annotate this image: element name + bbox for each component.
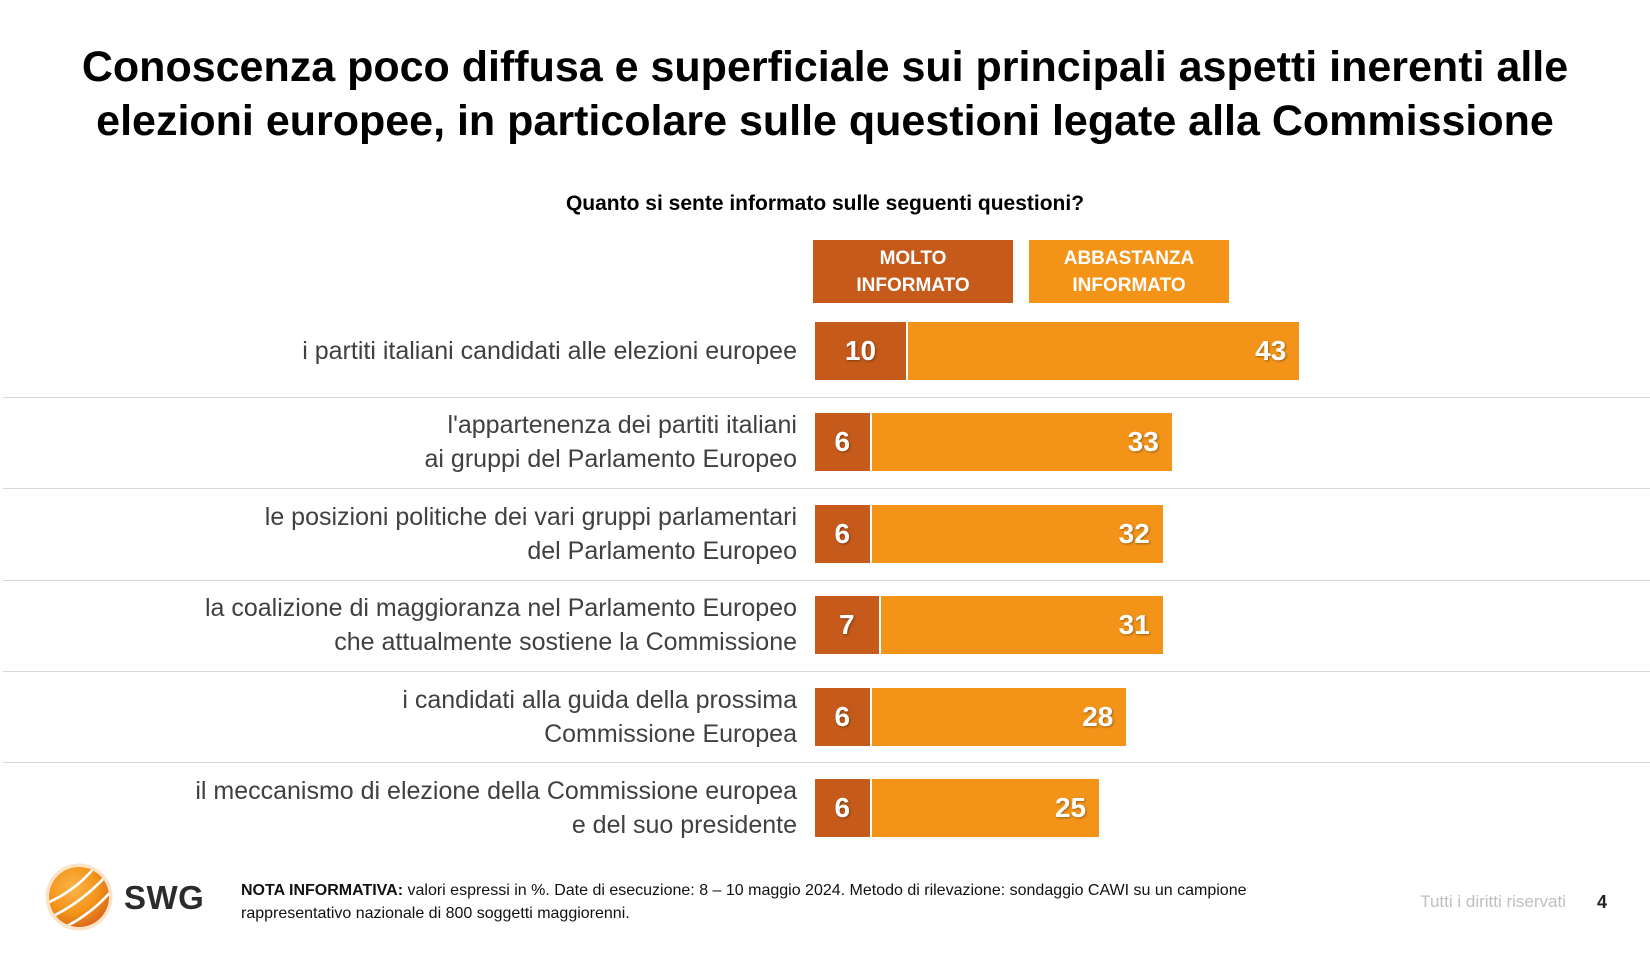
bar-molto-informato: 10	[815, 322, 906, 380]
legend-item-molto-informato: MOLTO INFORMATO	[813, 240, 1013, 303]
category-label: il meccanismo di elezione della Commissi…	[195, 777, 797, 839]
value-label-abbastanza-informato: 31	[1118, 609, 1150, 641]
logo-globe-stripe	[49, 873, 109, 919]
row-separator	[3, 762, 1650, 763]
logo-globe-sphere	[49, 867, 109, 927]
value-label-molto-informato: 6	[834, 426, 851, 458]
bar-molto-informato: 6	[815, 413, 870, 472]
swg-logo-globe	[45, 863, 113, 931]
category-label: i partiti italiani candidati alle elezio…	[302, 337, 797, 365]
value-label-abbastanza-informato: 33	[1127, 426, 1159, 458]
value-label-abbastanza-informato: 32	[1118, 517, 1150, 549]
bar-abbastanza-informato: 43	[908, 322, 1300, 380]
bar-molto-informato: 6	[815, 779, 870, 837]
bar-molto-informato: 6	[815, 504, 870, 563]
value-label-molto-informato: 6	[834, 517, 851, 549]
swg-logo-text: SWG	[124, 879, 205, 916]
legend-item-abbastanza-informato: ABBASTANZA INFORMATO	[1029, 240, 1229, 303]
value-label-abbastanza-informato: 25	[1054, 792, 1087, 823]
bar-abbastanza-informato: 25	[871, 779, 1100, 837]
page-title-line: Conoscenza poco diffusa e superficiale s…	[81, 43, 1569, 91]
bar-molto-informato: 7	[815, 596, 879, 655]
value-label-abbastanza-informato: 28	[1082, 700, 1114, 732]
legend-label: MOLTO INFORMATO	[856, 247, 970, 296]
page-number: 4	[1597, 892, 1608, 912]
copyright-notice: Tutti i diritti riservati	[1420, 892, 1566, 911]
bar-abbastanza-informato: 31	[880, 596, 1163, 655]
bar-abbastanza-informato: 33	[871, 413, 1172, 472]
footnote: NOTA INFORMATIVA: valori espressi in %. …	[241, 879, 1301, 925]
value-label-molto-informato: 10	[844, 335, 877, 366]
page-title: Conoscenza poco diffusa e superficiale s…	[0, 40, 1650, 148]
row-separator	[3, 397, 1650, 398]
page-title-line: elezioni europee, in particolare sulle q…	[96, 97, 1554, 145]
chart-title: Quanto si sente informato sulle seguenti…	[565, 192, 1085, 215]
row-separator	[3, 488, 1650, 489]
row-separator	[3, 580, 1650, 581]
category-label: i candidati alla guida della prossima Co…	[402, 685, 797, 748]
value-label-molto-informato: 6	[834, 792, 851, 823]
category-label: l'appartenenza dei partiti italiani ai g…	[424, 411, 797, 474]
bar-molto-informato: 6	[815, 687, 870, 746]
footnote-text: valori espressi in %. Date di esecuzione…	[241, 882, 1247, 922]
row-separator	[3, 671, 1650, 672]
category-label: le posizioni politiche dei vari gruppi p…	[264, 502, 797, 565]
bar-abbastanza-informato: 28	[871, 687, 1127, 746]
category-label: la coalizione di maggioranza nel Parlame…	[204, 594, 797, 657]
logo-globe-stripe	[49, 867, 97, 905]
value-label-molto-informato: 6	[834, 700, 851, 732]
legend-label: ABBASTANZA INFORMATO	[1063, 247, 1195, 296]
bar-abbastanza-informato: 32	[871, 504, 1163, 563]
value-label-molto-informato: 7	[839, 609, 855, 641]
value-label-abbastanza-informato: 43	[1255, 335, 1287, 366]
footnote-label: NOTA INFORMATIVA:	[241, 882, 404, 899]
